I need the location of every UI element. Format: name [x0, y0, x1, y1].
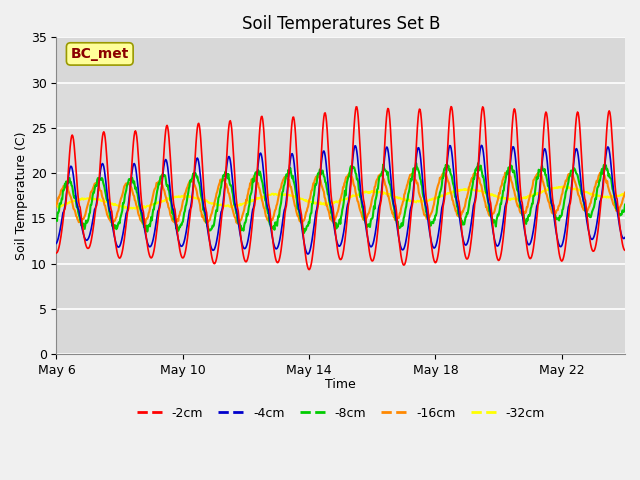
Legend: -2cm, -4cm, -8cm, -16cm, -32cm: -2cm, -4cm, -8cm, -16cm, -32cm — [131, 402, 550, 424]
X-axis label: Time: Time — [325, 378, 356, 391]
Y-axis label: Soil Temperature (C): Soil Temperature (C) — [15, 132, 28, 260]
Bar — [56, 83, 625, 264]
Text: BC_met: BC_met — [70, 47, 129, 61]
Title: Soil Temperatures Set B: Soil Temperatures Set B — [241, 15, 440, 33]
